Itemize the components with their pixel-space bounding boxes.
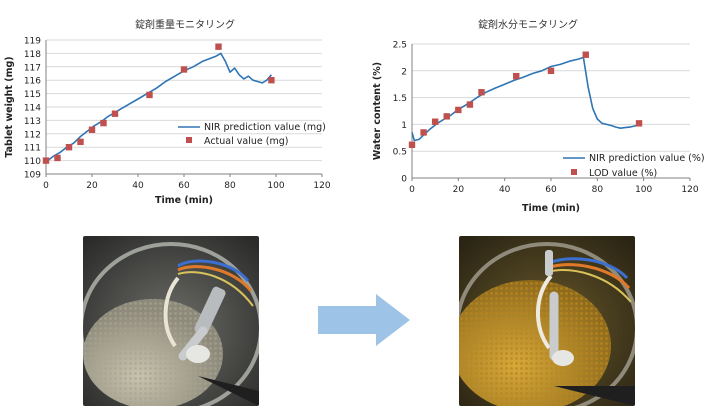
- arrow-right-icon: [318, 294, 410, 346]
- x-tick-label: 100: [267, 181, 284, 191]
- y-tick-label: 112: [24, 130, 41, 140]
- y-tick-label: 109: [24, 171, 41, 181]
- x-tick-label: 20: [453, 185, 465, 195]
- x-tick-label: 40: [132, 181, 144, 191]
- data-point-marker: [215, 43, 222, 50]
- legend-label-lod: LOD value (%): [589, 168, 657, 179]
- y-tick-label: 110: [24, 157, 41, 167]
- data-point-marker: [547, 67, 555, 74]
- y-tick-label: 2: [401, 67, 407, 77]
- data-point-marker: [180, 66, 188, 73]
- y-axis-label: Tablet weight (mg): [4, 56, 15, 157]
- y-tick-label: 113: [24, 117, 41, 127]
- y-tick-label: 119: [24, 37, 41, 47]
- coating-pan-photo-after: [459, 236, 635, 406]
- coating-pan-after-image: [459, 236, 635, 406]
- y-tick-label: 1: [401, 121, 407, 131]
- data-point-marker: [478, 89, 485, 96]
- series-line-nir: [45, 52, 273, 163]
- x-tick-label: 120: [313, 181, 330, 191]
- axes: [411, 44, 691, 181]
- y-tick-label: 115: [24, 90, 41, 100]
- data-point-marker: [100, 119, 107, 127]
- x-tick-label: 80: [592, 185, 604, 195]
- arrow-right-shape: [318, 294, 410, 346]
- series-line-nir: [411, 56, 640, 142]
- data-point-marker: [513, 72, 520, 80]
- data-point-marker: [88, 126, 96, 133]
- data-point-marker: [455, 106, 462, 114]
- data-point-marker: [431, 118, 439, 125]
- y-axis-label: Water content (%): [372, 62, 383, 160]
- water-content-chart-svg: 錠剤水分モニタリング 0 0.5 1 1.5 2 2.5 0 20 40 60 80 100 120 T…: [372, 18, 705, 214]
- x-axis-label: Time (min): [155, 195, 213, 206]
- data-point-marker: [42, 157, 50, 164]
- series-layer: [408, 51, 643, 148]
- tablet-weight-chart-svg: 錠剤重量モニタリング 109 110 111 112 113 114 115 116 117 11…: [4, 18, 331, 206]
- grid-lines: [46, 39, 322, 175]
- y-tick-label: 2.5: [393, 41, 407, 51]
- x-tick-label: 100: [635, 185, 652, 195]
- y-tick-label: 0: [401, 175, 407, 185]
- data-point-marker: [65, 144, 73, 151]
- data-point-marker: [77, 138, 84, 146]
- data-point-marker: [635, 120, 643, 127]
- data-point-marker: [408, 141, 416, 148]
- y-tick-label: 117: [24, 63, 41, 73]
- y-tick-label: 118: [24, 50, 41, 60]
- coating-pan-before-image: [83, 236, 259, 406]
- tick-labels: 109 110 111 112 113 114 115 116 117 118 119 0 20 40 60…: [24, 37, 331, 192]
- y-tick-label: 114: [24, 104, 41, 114]
- legend-marker-swatch: [571, 169, 577, 175]
- data-point-marker: [420, 129, 427, 136]
- y-tick-label: 116: [24, 77, 41, 87]
- tablet-weight-chart: 錠剤重量モニタリング 109 110 111 112 113 114 115 116 117 11…: [0, 10, 340, 220]
- x-tick-label: 60: [545, 185, 557, 195]
- data-point-marker: [146, 91, 153, 99]
- x-tick-label: 0: [409, 185, 415, 195]
- x-tick-label: 40: [499, 185, 511, 195]
- x-axis-label: Time (min): [522, 203, 580, 214]
- legend-marker-swatch: [186, 137, 192, 143]
- x-tick-label: 120: [681, 185, 698, 195]
- chart-title: 錠剤重量モニタリング: [135, 18, 235, 31]
- series-layer: [42, 43, 275, 164]
- x-tick-label: 60: [178, 181, 190, 191]
- y-tick-label: 0.5: [393, 148, 407, 158]
- x-tick-label: 0: [43, 181, 49, 191]
- x-tick-label: 80: [224, 181, 236, 191]
- data-point-marker: [54, 154, 61, 162]
- x-tick-label: 20: [86, 181, 98, 191]
- data-point-marker: [466, 101, 474, 108]
- water-content-chart: 錠剤水分モニタリング 0 0.5 1 1.5 2 2.5 0 20 40 60 80 100 120 T…: [368, 10, 718, 220]
- chart-title: 錠剤水分モニタリング: [478, 18, 578, 31]
- legend-label-nir: NIR prediction value (mg): [204, 122, 326, 133]
- legend: NIR prediction value (%) LOD value (%): [563, 153, 705, 179]
- data-point-marker: [443, 113, 450, 120]
- data-point-marker: [111, 110, 119, 117]
- legend-label-actual: Actual value (mg): [204, 136, 288, 147]
- axes: [45, 40, 323, 177]
- coating-pan-photo-before: [83, 236, 259, 406]
- legend-label-nir: NIR prediction value (%): [589, 153, 705, 164]
- y-tick-label: 111: [24, 144, 41, 154]
- y-tick-label: 1.5: [393, 94, 407, 104]
- tick-labels: 0 0.5 1 1.5 2 2.5 0 20 40 60 80 100 120: [393, 41, 699, 196]
- legend: NIR prediction value (mg) Actual value (…: [178, 122, 326, 147]
- data-point-marker: [582, 51, 589, 58]
- data-point-marker: [268, 77, 275, 84]
